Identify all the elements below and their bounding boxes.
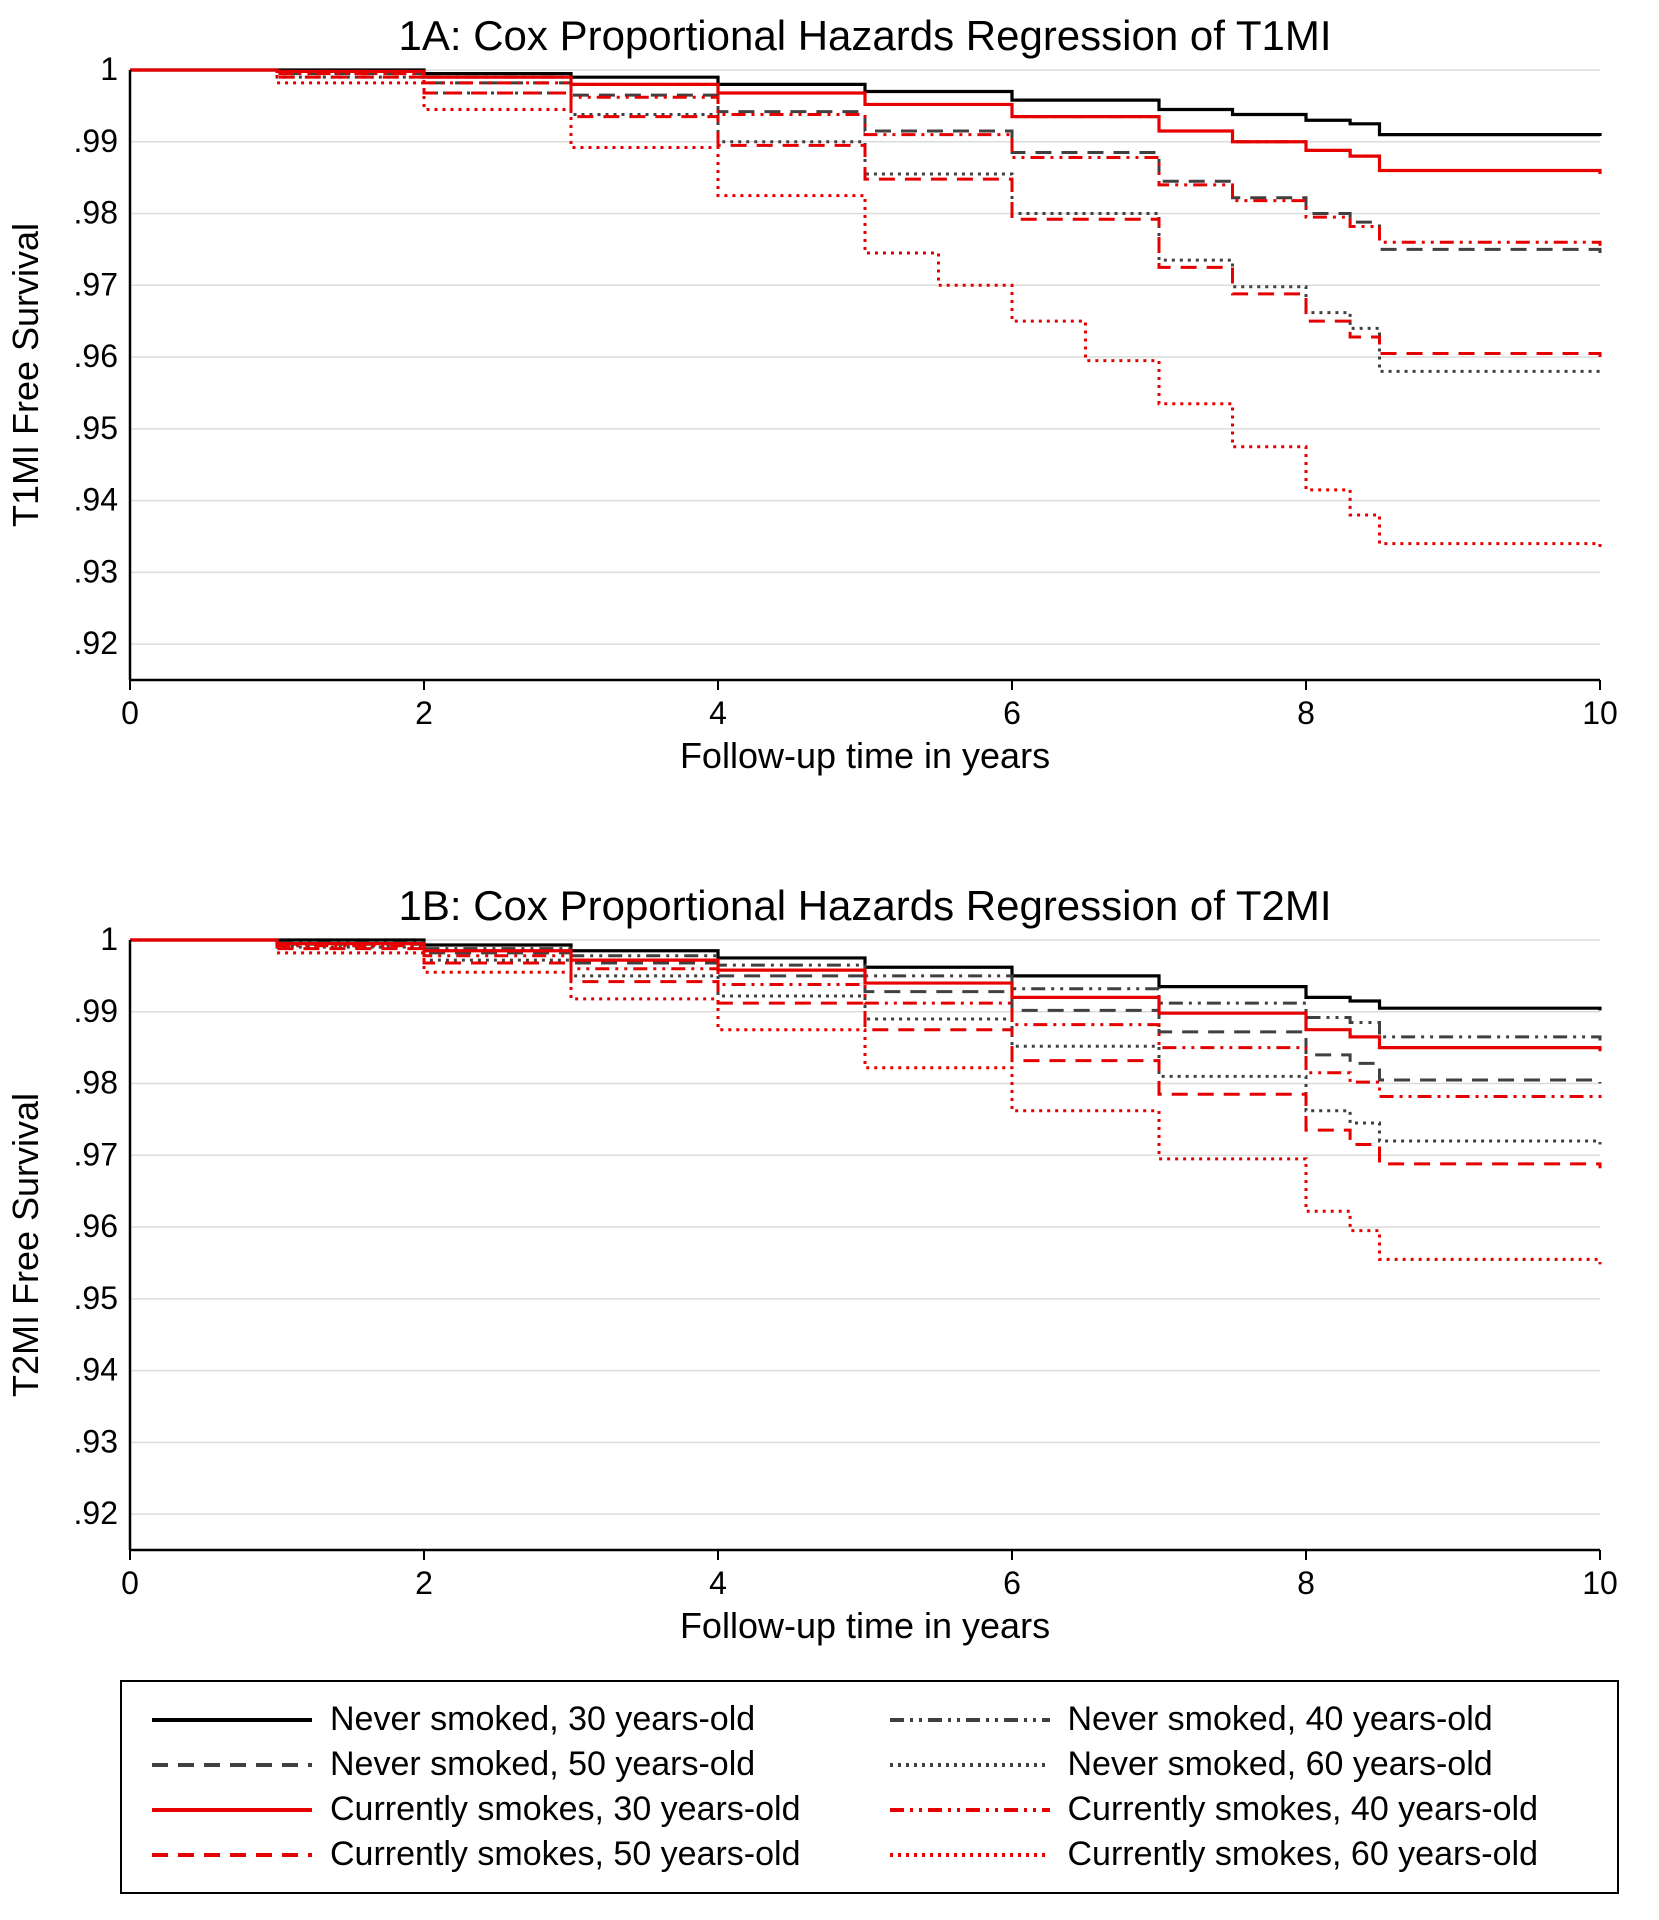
legend-item-ns30: Never smoked, 30 years-old (152, 1700, 850, 1739)
legend-label: Never smoked, 50 years-old (330, 1745, 755, 1784)
x-tick-label: 8 (1297, 695, 1315, 731)
y-tick-label: .93 (74, 1423, 118, 1459)
y-tick-label: 1 (100, 921, 118, 957)
y-tick-label: .95 (74, 410, 118, 446)
x-tick-label: 8 (1297, 1565, 1315, 1601)
legend-label: Never smoked, 40 years-old (1068, 1700, 1493, 1739)
legend-item-ns60: Never smoked, 60 years-old (890, 1745, 1588, 1784)
y-axis-label: T1MI Free Survival (5, 223, 46, 527)
legend-swatch (890, 1747, 1050, 1783)
legend-item-cs30: Currently smokes, 30 years-old (152, 1790, 850, 1829)
y-axis-label: T2MI Free Survival (5, 1093, 46, 1397)
legend-label: Never smoked, 30 years-old (330, 1700, 755, 1739)
x-tick-label: 0 (121, 1565, 139, 1601)
legend-label: Never smoked, 60 years-old (1068, 1745, 1493, 1784)
legend-label: Currently smokes, 60 years-old (1068, 1835, 1539, 1874)
y-tick-label: .97 (74, 1136, 118, 1172)
legend-item-ns40: Never smoked, 40 years-old (890, 1700, 1588, 1739)
legend-swatch (152, 1837, 312, 1873)
x-tick-label: 6 (1003, 1565, 1021, 1601)
legend-swatch (152, 1702, 312, 1738)
legend-swatch (890, 1792, 1050, 1828)
y-tick-label: .95 (74, 1280, 118, 1316)
x-tick-label: 2 (415, 1565, 433, 1601)
legend-swatch (152, 1792, 312, 1828)
legend-item-cs50: Currently smokes, 50 years-old (152, 1835, 850, 1874)
y-tick-label: .92 (74, 625, 118, 661)
legend-label: Currently smokes, 50 years-old (330, 1835, 801, 1874)
y-tick-label: 1 (100, 51, 118, 87)
x-axis-label: Follow-up time in years (680, 735, 1050, 776)
y-tick-label: .99 (74, 123, 118, 159)
y-tick-label: .94 (74, 1352, 118, 1388)
x-tick-label: 10 (1582, 695, 1618, 731)
x-tick-label: 4 (709, 1565, 727, 1601)
charts-svg: 1A: Cox Proportional Hazards Regression … (0, 10, 1659, 1660)
x-tick-label: 2 (415, 695, 433, 731)
y-tick-label: .98 (74, 195, 118, 231)
y-tick-label: .98 (74, 1065, 118, 1101)
panel-title: 1B: Cox Proportional Hazards Regression … (399, 882, 1332, 929)
legend-swatch (890, 1702, 1050, 1738)
legend-item-ns50: Never smoked, 50 years-old (152, 1745, 850, 1784)
x-tick-label: 6 (1003, 695, 1021, 731)
x-tick-label: 10 (1582, 1565, 1618, 1601)
panel-title: 1A: Cox Proportional Hazards Regression … (399, 12, 1332, 59)
x-tick-label: 0 (121, 695, 139, 731)
y-tick-label: .96 (74, 338, 118, 374)
legend-item-cs60: Currently smokes, 60 years-old (890, 1835, 1588, 1874)
x-axis-label: Follow-up time in years (680, 1605, 1050, 1646)
y-tick-label: .97 (74, 266, 118, 302)
x-tick-label: 4 (709, 695, 727, 731)
y-tick-label: .99 (74, 993, 118, 1029)
y-tick-label: .94 (74, 482, 118, 518)
legend-swatch (890, 1837, 1050, 1873)
legend-label: Currently smokes, 30 years-old (330, 1790, 801, 1829)
legend-swatch (152, 1747, 312, 1783)
legend: Never smoked, 30 years-old Never smoked, … (120, 1680, 1619, 1894)
legend-item-cs40: Currently smokes, 40 years-old (890, 1790, 1588, 1829)
legend-label: Currently smokes, 40 years-old (1068, 1790, 1539, 1829)
y-tick-label: .92 (74, 1495, 118, 1531)
figure-container: 1A: Cox Proportional Hazards Regression … (0, 0, 1659, 1914)
y-tick-label: .96 (74, 1208, 118, 1244)
y-tick-label: .93 (74, 553, 118, 589)
